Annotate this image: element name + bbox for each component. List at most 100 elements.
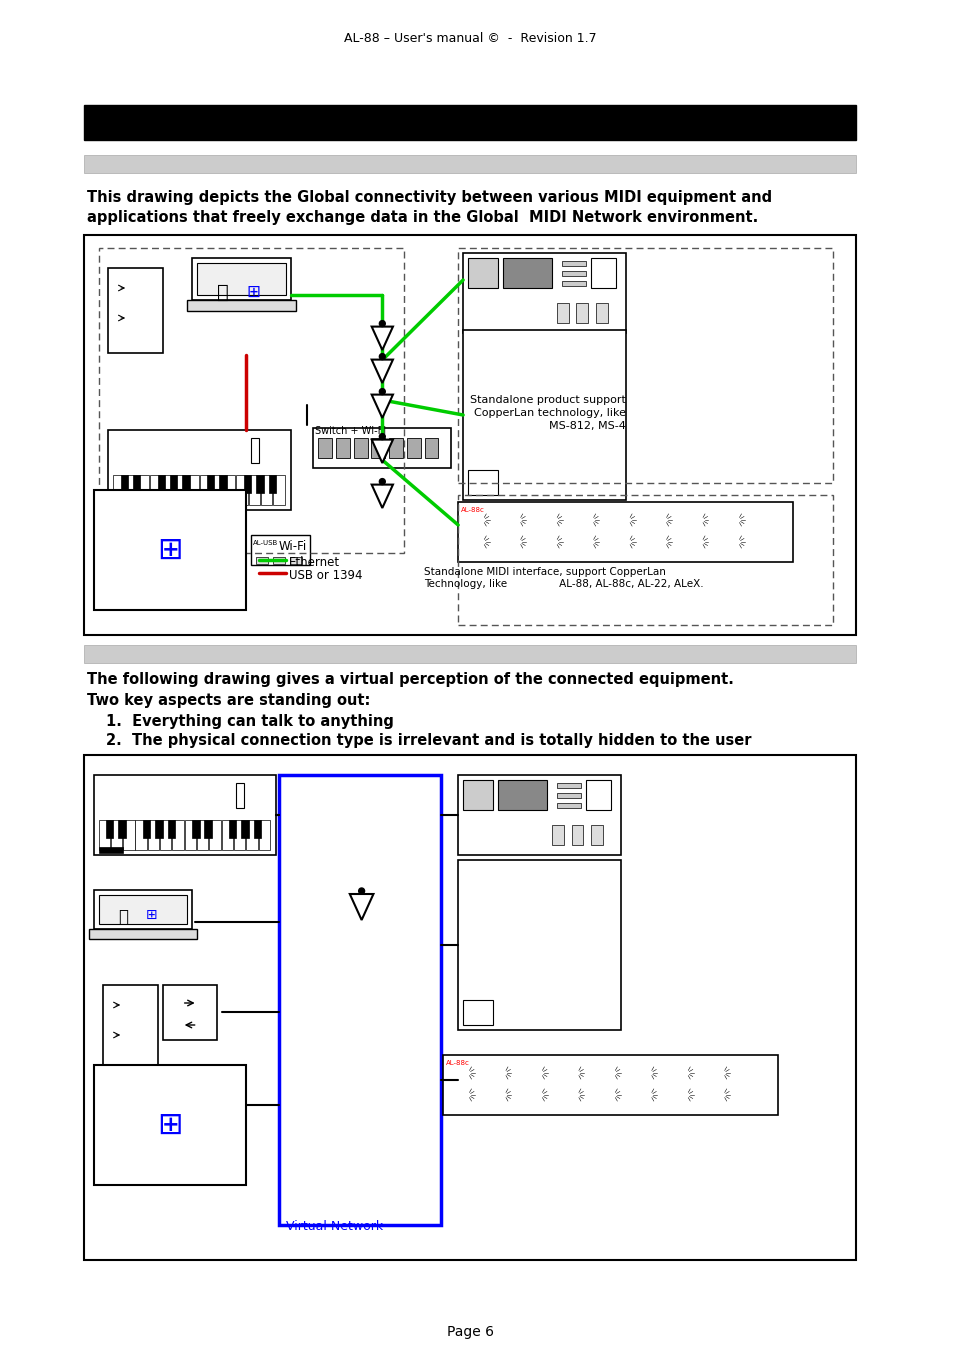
- Circle shape: [537, 355, 546, 365]
- Bar: [251, 438, 259, 463]
- Circle shape: [608, 1090, 618, 1100]
- Bar: [148, 820, 159, 850]
- Circle shape: [558, 307, 570, 319]
- Bar: [121, 476, 128, 493]
- Circle shape: [379, 354, 385, 359]
- Bar: [457, 249, 832, 484]
- Text: ⊞: ⊞: [146, 908, 157, 921]
- Bar: [109, 430, 291, 509]
- Bar: [256, 476, 263, 493]
- Bar: [93, 775, 275, 855]
- Circle shape: [718, 1090, 727, 1100]
- Circle shape: [259, 534, 263, 536]
- Bar: [468, 258, 497, 288]
- Circle shape: [655, 509, 675, 530]
- Circle shape: [510, 830, 521, 842]
- Bar: [457, 494, 832, 626]
- Circle shape: [502, 350, 521, 370]
- Bar: [246, 820, 257, 850]
- Circle shape: [477, 515, 487, 526]
- Bar: [207, 476, 214, 493]
- Circle shape: [603, 1085, 623, 1105]
- Bar: [132, 476, 140, 493]
- Bar: [151, 476, 161, 505]
- Text: AL-USB: AL-USB: [253, 540, 278, 546]
- Circle shape: [561, 990, 571, 1000]
- Circle shape: [507, 459, 517, 470]
- Text: Virtual Network: Virtual Network: [286, 1220, 382, 1233]
- Circle shape: [509, 509, 529, 530]
- Circle shape: [214, 453, 218, 457]
- Circle shape: [488, 830, 500, 842]
- Circle shape: [691, 509, 711, 530]
- Circle shape: [468, 985, 487, 1005]
- Bar: [160, 820, 172, 850]
- Bar: [335, 438, 350, 458]
- Circle shape: [462, 1090, 473, 1100]
- Circle shape: [531, 1085, 550, 1105]
- Circle shape: [557, 880, 576, 900]
- Circle shape: [494, 1063, 514, 1084]
- Bar: [168, 820, 174, 838]
- Text: AL-88 – User's manual ©  -  Revision 1.7: AL-88 – User's manual © - Revision 1.7: [343, 31, 596, 45]
- Circle shape: [561, 920, 571, 929]
- Bar: [274, 476, 284, 505]
- Circle shape: [457, 1063, 477, 1084]
- Text: 1.  Everything can talk to anything: 1. Everything can talk to anything: [107, 713, 394, 730]
- Circle shape: [527, 985, 546, 1005]
- Circle shape: [659, 536, 669, 547]
- Circle shape: [514, 536, 523, 547]
- Bar: [253, 820, 261, 838]
- Bar: [106, 820, 113, 838]
- Circle shape: [502, 420, 521, 440]
- Bar: [290, 557, 301, 563]
- Bar: [443, 1055, 778, 1115]
- Bar: [84, 155, 856, 173]
- Text: AL-88c: AL-88c: [460, 507, 484, 513]
- Bar: [591, 825, 602, 844]
- Bar: [98, 894, 187, 924]
- Bar: [389, 438, 402, 458]
- Circle shape: [379, 478, 385, 485]
- Bar: [103, 985, 157, 1070]
- Circle shape: [645, 1090, 655, 1100]
- Circle shape: [575, 830, 587, 842]
- Bar: [135, 820, 147, 850]
- Circle shape: [659, 515, 669, 526]
- Circle shape: [561, 955, 571, 965]
- Circle shape: [677, 1063, 696, 1084]
- Circle shape: [457, 1085, 477, 1105]
- Circle shape: [477, 426, 487, 435]
- Bar: [236, 784, 244, 808]
- Circle shape: [177, 992, 201, 1015]
- Polygon shape: [372, 439, 393, 463]
- Circle shape: [502, 885, 512, 894]
- Bar: [249, 476, 260, 505]
- Bar: [497, 780, 546, 811]
- Circle shape: [502, 455, 521, 476]
- Bar: [462, 253, 625, 332]
- Circle shape: [537, 459, 546, 470]
- Bar: [192, 258, 291, 300]
- Circle shape: [618, 509, 638, 530]
- Circle shape: [532, 990, 541, 1000]
- Text: Wi-Fi: Wi-Fi: [278, 540, 307, 553]
- Bar: [174, 476, 186, 505]
- Bar: [219, 476, 227, 493]
- Circle shape: [545, 532, 565, 553]
- Circle shape: [249, 508, 253, 512]
- Bar: [502, 258, 551, 288]
- Circle shape: [572, 1069, 581, 1078]
- Text: This drawing depicts the Global connectivity between various MIDI equipment and: This drawing depicts the Global connecti…: [87, 190, 771, 205]
- Text: Standalone MIDI interface, support CopperLan: Standalone MIDI interface, support Coppe…: [423, 567, 665, 577]
- Bar: [84, 755, 856, 1260]
- Circle shape: [136, 440, 146, 450]
- Circle shape: [545, 509, 565, 530]
- Circle shape: [468, 915, 487, 935]
- Text: Page 6: Page 6: [446, 1325, 493, 1339]
- Circle shape: [727, 532, 747, 553]
- Text: The following drawing gives a virtual perception of the connected equipment.: The following drawing gives a virtual pe…: [87, 671, 733, 688]
- Circle shape: [550, 515, 560, 526]
- Bar: [84, 644, 856, 663]
- Circle shape: [603, 1063, 623, 1084]
